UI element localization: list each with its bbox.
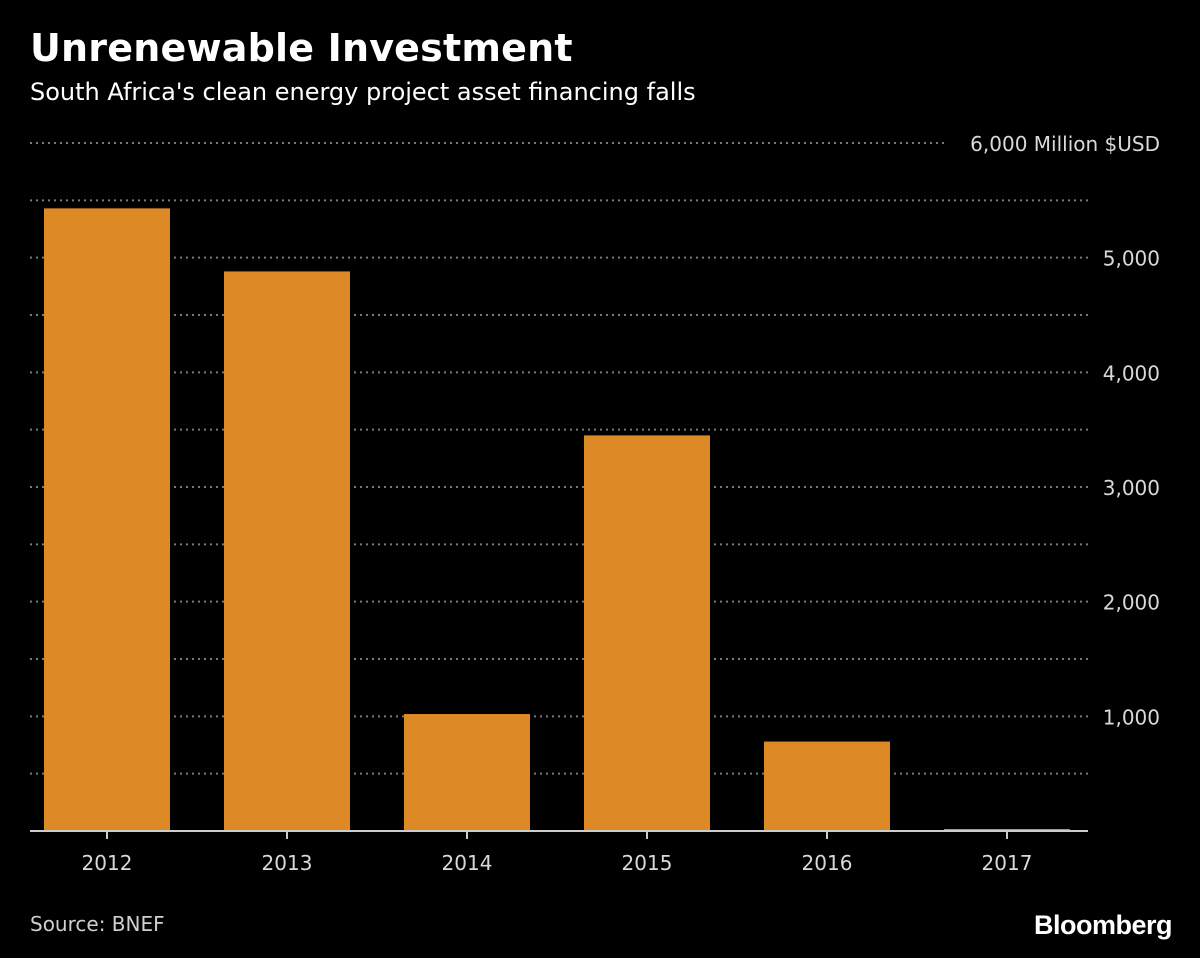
x-tick-label: 2013 <box>262 851 313 875</box>
bar <box>44 208 170 832</box>
y-tick-label: 6,000 Million $USD <box>970 132 1160 156</box>
x-tick-label: 2017 <box>982 851 1033 875</box>
bar <box>224 271 350 832</box>
chart-title: Unrenewable Investment <box>30 26 573 70</box>
bar <box>584 435 710 831</box>
y-tick-label: 5,000 <box>1103 247 1160 271</box>
bar-chart: 1,000 2,000 3,000 4,000 5,000 6,000 Million $… <box>30 132 1160 875</box>
y-tick-label: 2,000 <box>1103 591 1160 615</box>
chart-subtitle: South Africa's clean energy project asse… <box>30 78 696 106</box>
x-tick-label: 2015 <box>622 851 673 875</box>
source-note: Source: BNEF <box>30 912 165 936</box>
y-tick-label: 1,000 <box>1103 705 1160 729</box>
bar <box>404 714 530 831</box>
y-tick-label: 4,000 <box>1103 361 1160 385</box>
bar <box>764 741 890 831</box>
bloomberg-logo: Bloomberg <box>1033 910 1173 940</box>
x-tick-label: 2014 <box>442 851 493 875</box>
x-tick-label: 2016 <box>802 851 853 875</box>
x-tick-label: 2012 <box>82 851 133 875</box>
y-tick-label: 3,000 <box>1103 476 1160 500</box>
